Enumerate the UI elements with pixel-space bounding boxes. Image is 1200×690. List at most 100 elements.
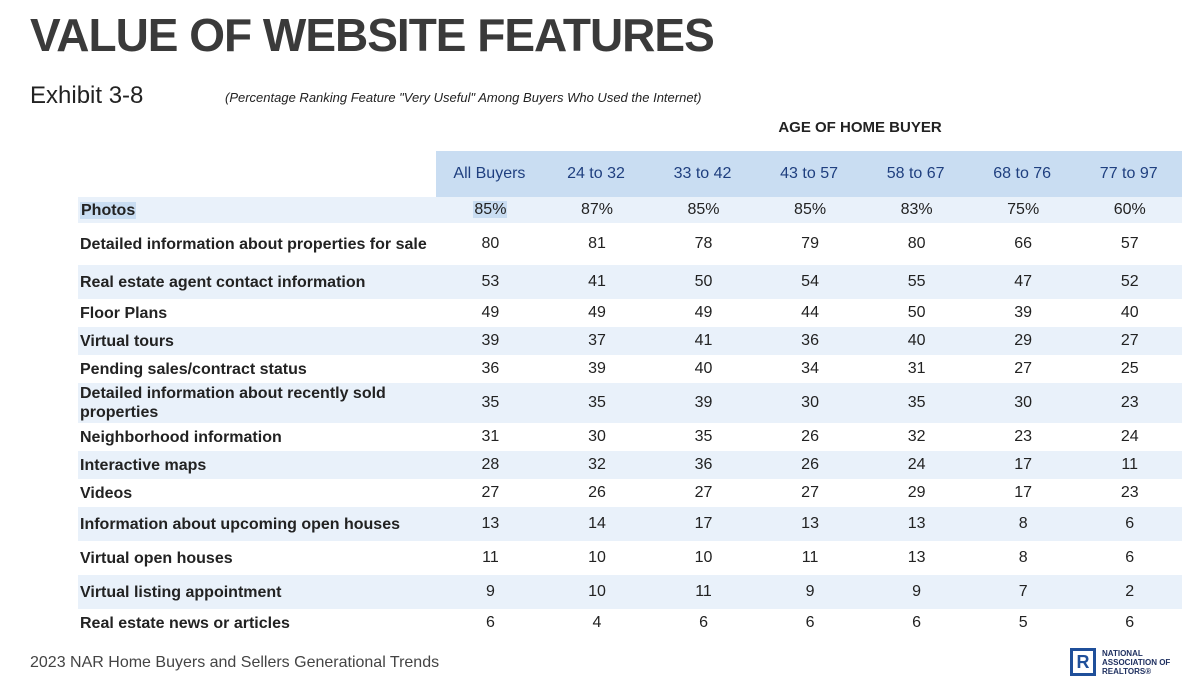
value-cell: 37 [542, 327, 650, 355]
value-text: 49 [481, 304, 500, 321]
value-cell: 9 [755, 575, 863, 609]
value-cell: 27 [755, 479, 863, 507]
value-text: 83% [900, 201, 933, 218]
value-text: 10 [588, 583, 606, 600]
value-cell: 17 [649, 507, 756, 541]
value-text: 50 [694, 273, 713, 290]
feature-label: Virtual listing appointment [78, 575, 437, 609]
feature-label-text: Detailed information about properties fo… [80, 235, 427, 253]
value-cell: 36 [649, 451, 756, 479]
value-cell: 8 [968, 507, 1076, 541]
column-header: 33 to 42 [649, 151, 756, 197]
feature-label: Videos [78, 479, 437, 507]
table-row: Detailed information about properties fo… [78, 223, 1182, 265]
value-cell: 25 [1075, 355, 1182, 383]
logo-line: REALTORS® [1102, 666, 1152, 676]
value-text: 27 [801, 484, 819, 501]
value-text: 24 [907, 456, 926, 473]
value-text: 2 [1125, 583, 1135, 600]
source-footer: 2023 NAR Home Buyers and Sellers Generat… [30, 654, 440, 671]
table-body: Photos 85% 87% 85% 85% 83% 75% 60% Detailed info… [78, 197, 1182, 637]
feature-label-text: Real estate news or articles [80, 614, 290, 632]
value-cell: 36 [755, 327, 863, 355]
value-text: 6 [805, 614, 815, 631]
value-cell: 23 [1075, 383, 1182, 423]
value-text: 47 [1014, 273, 1033, 290]
table-row: Pending sales/contract status 36 39 40 34 31 2… [78, 355, 1182, 383]
value-cell: 10 [542, 541, 650, 575]
value-text: 9 [912, 583, 922, 600]
value-text: 87% [580, 201, 613, 218]
value-text: 80 [481, 235, 500, 252]
table-row: Information about upcoming open houses 13… [78, 507, 1182, 541]
feature-label-text: Detailed information about recently sold… [80, 385, 386, 421]
value-text: 26 [801, 456, 819, 473]
table-row: Virtual listing appointment 9 10 11 9 9 7 2 [78, 575, 1182, 609]
value-cell: 2 [1075, 575, 1182, 609]
value-cell: 6 [1075, 507, 1182, 541]
value-text: 13 [481, 515, 500, 532]
value-text: 7 [1018, 583, 1028, 600]
value-cell: 9 [862, 575, 969, 609]
value-text: 27 [1014, 360, 1033, 377]
value-text: 11 [482, 549, 499, 566]
value-cell: 55 [862, 265, 969, 299]
feature-label-text: Neighborhood information [80, 428, 282, 446]
value-cell: 54 [755, 265, 863, 299]
realtor-r-icon: R [1070, 648, 1096, 676]
value-text: 23 [1014, 428, 1033, 445]
feature-label-text: Information about upcoming open houses [80, 515, 400, 533]
value-cell: 52 [1075, 265, 1182, 299]
value-text: 39 [1014, 304, 1033, 321]
value-text: 85% [794, 201, 827, 218]
column-header: All Buyers [436, 151, 543, 197]
value-text: 27 [481, 484, 500, 501]
feature-label: Pending sales/contract status [78, 355, 437, 383]
value-text: 17 [1014, 484, 1033, 501]
value-text: 54 [801, 273, 819, 290]
value-cell: 44 [755, 299, 863, 327]
feature-label-text: Pending sales/contract status [80, 360, 307, 378]
value-text: 31 [481, 428, 500, 445]
value-cell: 28 [436, 451, 543, 479]
value-text: 8 [1018, 549, 1028, 566]
value-text: 23 [1120, 484, 1139, 501]
value-cell: 27 [1075, 327, 1182, 355]
value-cell: 66 [968, 223, 1076, 265]
value-text: 11 [1121, 456, 1139, 473]
value-cell: 78 [649, 223, 756, 265]
value-cell: 39 [436, 327, 543, 355]
table-header-row: All Buyers 24 to 32 33 to 42 43 to 57 58… [78, 151, 1182, 197]
feature-label-text: Virtual listing appointment [80, 583, 282, 601]
value-cell: 14 [542, 507, 650, 541]
value-text: 26 [801, 428, 819, 445]
value-text: 32 [907, 428, 926, 445]
value-text: 85% [473, 201, 508, 218]
value-text: 81 [588, 235, 606, 252]
header-blank-cell [78, 151, 437, 197]
value-cell: 4 [542, 609, 650, 637]
value-text: 39 [481, 332, 500, 349]
value-text: 52 [1120, 273, 1139, 290]
logo-line: ASSOCIATION OF [1102, 657, 1171, 667]
table-subtitle: (Percentage Ranking Feature "Very Useful… [225, 90, 702, 105]
value-text: 6 [1125, 515, 1135, 532]
feature-label: Detailed information about recently sold… [78, 383, 437, 423]
table-row: Virtual tours 39 37 41 36 40 29 27 [78, 327, 1182, 355]
value-text: 53 [481, 273, 500, 290]
value-text: 50 [907, 304, 926, 321]
column-header: 43 to 57 [755, 151, 863, 197]
value-cell: 6 [1075, 609, 1182, 637]
value-text: 57 [1120, 235, 1139, 252]
value-text: 5 [1018, 614, 1028, 631]
feature-label-text: Virtual tours [80, 332, 174, 350]
value-cell: 29 [862, 479, 969, 507]
value-text: 85% [687, 201, 720, 218]
value-text: 24 [1120, 428, 1139, 445]
table-row: Photos 85% 87% 85% 85% 83% 75% 60% [78, 197, 1182, 223]
value-cell: 10 [649, 541, 756, 575]
value-text: 60% [1113, 201, 1146, 218]
column-group-header: AGE OF HOME BUYER [778, 119, 942, 136]
value-cell: 29 [968, 327, 1076, 355]
value-text: 6 [912, 614, 922, 631]
